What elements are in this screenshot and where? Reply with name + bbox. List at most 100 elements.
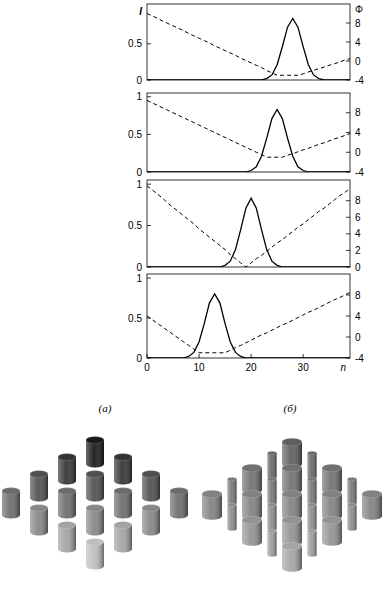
x-tick: [199, 354, 200, 358]
x-tick-label: 20: [246, 362, 258, 373]
panel-label: (а): [99, 402, 112, 415]
y2-tick: [346, 267, 350, 268]
y-tick: [147, 278, 151, 279]
y-tick: [147, 80, 151, 81]
y-tick-label: 1: [136, 91, 142, 102]
potential-line: [147, 100, 350, 157]
cylinder-top: [2, 488, 20, 495]
cylinder: [142, 505, 160, 536]
cylinder-body: [86, 440, 104, 467]
cylinder-top: [114, 488, 132, 495]
cylinder-shade: [268, 479, 277, 505]
cylinder-top: [322, 490, 342, 498]
y2-tick: [346, 316, 350, 317]
cylinder: [30, 471, 48, 502]
cylinder-shade: [228, 479, 237, 505]
y2-tick-label: 4: [355, 127, 361, 138]
cylinder-top: [308, 477, 317, 480]
y2-tick: [346, 80, 350, 81]
y2-tick-label: 0: [355, 147, 361, 158]
cylinder-shade: [114, 525, 132, 552]
cylinder-top: [228, 477, 237, 480]
cylinder-shade: [308, 531, 317, 557]
plot-area: [147, 186, 350, 267]
cylinder-shade: [170, 491, 188, 518]
y2-tick-label: 2: [355, 245, 361, 256]
panel-a: [2, 437, 188, 570]
potential-line: [147, 292, 350, 352]
y2-tick-label: 8: [355, 290, 361, 301]
cylinder-top: [268, 477, 277, 480]
y-tick: [147, 96, 151, 97]
cylinder: [86, 437, 104, 468]
y2-tick: [346, 23, 350, 24]
y-tick: [147, 267, 151, 268]
y-tick: [147, 318, 151, 319]
cylinder-body: [114, 491, 132, 518]
x-tick: [147, 354, 148, 358]
cylinder-top: [86, 437, 104, 444]
cylinder: [268, 503, 277, 530]
cylinder-shade: [30, 474, 48, 501]
cylinder-top: [308, 503, 317, 506]
y2-tick: [346, 42, 350, 43]
cylinder-shade: [142, 508, 160, 535]
cylinder-body: [228, 505, 237, 531]
cylinder: [242, 464, 262, 494]
y-tick-label: 0: [136, 167, 142, 178]
y2-tick-label: -4: [355, 75, 364, 86]
y2-tick: [346, 337, 350, 338]
intensity-line: [147, 18, 350, 80]
y-axis-label: I: [139, 6, 142, 17]
y2-tick: [346, 217, 350, 218]
y2-tick-label: 8: [355, 107, 361, 118]
cylinder: [322, 516, 342, 546]
intensity-line: [147, 110, 350, 172]
cylinder-shade: [114, 457, 132, 484]
cylinder: [308, 477, 317, 504]
y2-tick-label: 4: [355, 311, 361, 322]
plot-frame: [147, 274, 350, 358]
cylinder-top: [30, 505, 48, 512]
cylinder: [282, 464, 302, 494]
cylinder-top: [282, 490, 302, 498]
cylinder-shade: [228, 505, 237, 531]
y-tick-label: 1: [136, 179, 142, 190]
cylinder-shade: [58, 457, 76, 484]
cylinder: [348, 477, 357, 504]
cylinder-top: [242, 464, 262, 472]
cylinder-body: [348, 505, 357, 531]
cylinder: [86, 539, 104, 570]
cylinder: [268, 529, 277, 556]
cylinder-body: [308, 479, 317, 505]
plot-area: [147, 100, 350, 172]
cylinder-body: [30, 508, 48, 535]
cylinder: [282, 542, 302, 572]
cylinder: [228, 477, 237, 504]
cylinder-shade: [308, 479, 317, 505]
cylinder: [308, 451, 317, 478]
cylinder-body: [2, 491, 20, 518]
cylinder-shade: [114, 491, 132, 518]
y2-tick: [346, 132, 350, 133]
y-tick-label: 0.5: [128, 313, 142, 324]
cylinder: [322, 490, 342, 520]
cylinder-top: [348, 503, 357, 506]
cylinder: [268, 451, 277, 478]
y2-tick-label: 8: [355, 195, 361, 206]
y2-tick: [346, 233, 350, 234]
cylinder: [58, 454, 76, 485]
cylinder: [114, 454, 132, 485]
cylinder-top: [282, 516, 302, 524]
cylinder-shade: [86, 440, 104, 467]
y-tick-label: 0.5: [128, 129, 142, 140]
plot-area: [147, 14, 350, 81]
cylinder-top: [282, 438, 302, 446]
panel-b: [202, 438, 382, 572]
plot-area: [147, 292, 350, 358]
cylinder-body: [308, 453, 317, 479]
cylinder-top: [308, 529, 317, 532]
cylinder: [228, 503, 237, 530]
cylinder: [308, 503, 317, 530]
y2-tick: [346, 112, 350, 113]
